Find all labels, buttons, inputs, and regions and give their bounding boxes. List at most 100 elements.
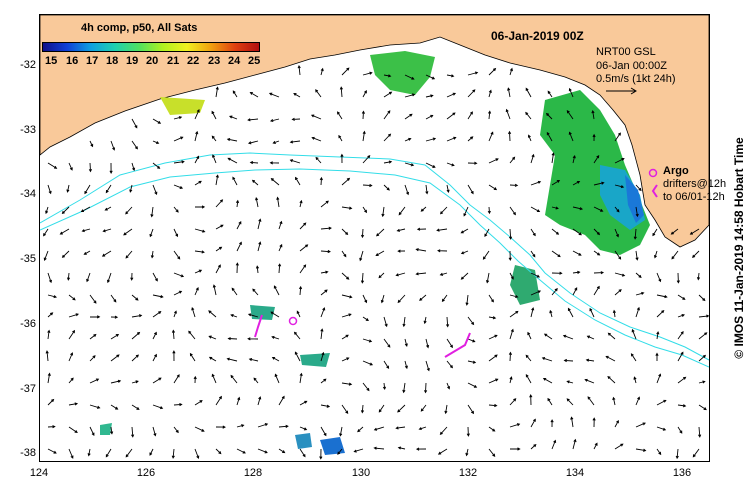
current-arrow — [397, 404, 406, 413]
current-arrow — [194, 228, 206, 233]
current-arrow — [131, 404, 140, 410]
land-mass — [40, 15, 709, 248]
current-arrow — [398, 206, 406, 216]
current-arrow — [110, 334, 120, 340]
current-arrow — [215, 174, 219, 186]
current-arrow — [418, 426, 427, 431]
current-arrow — [341, 334, 349, 340]
current-arrow — [383, 74, 392, 78]
current-arrow — [212, 154, 217, 164]
current-arrow — [404, 93, 416, 98]
current-arrow — [425, 338, 430, 349]
current-arrow — [130, 272, 134, 281]
current-arrow — [89, 378, 100, 384]
current-arrow — [631, 328, 637, 340]
current-arrow — [232, 176, 238, 186]
current-arrow — [68, 294, 76, 301]
current-arrow — [341, 357, 350, 362]
current-arrow — [572, 206, 584, 211]
current-arrow — [341, 67, 350, 76]
current-arrow — [338, 134, 343, 142]
current-arrow — [230, 374, 238, 384]
current-arrow — [572, 270, 581, 274]
y-tick-label: -38 — [20, 447, 36, 459]
sst-patch-mid-3 — [100, 423, 112, 435]
current-arrow — [315, 89, 322, 98]
current-arrow — [297, 64, 301, 76]
cb-label: 17 — [86, 55, 99, 67]
current-arrow — [397, 446, 406, 450]
current-arrow — [425, 74, 436, 80]
current-arrow — [152, 404, 164, 410]
current-arrow — [488, 67, 497, 76]
current-arrow — [460, 250, 469, 255]
current-arrow — [633, 376, 637, 384]
current-arrow — [527, 134, 532, 142]
current-arrow — [320, 200, 329, 208]
current-arrow — [551, 439, 557, 450]
current-arrow — [677, 376, 687, 384]
contour-slope — [40, 168, 709, 368]
current-arrow — [173, 116, 183, 120]
current-arrow — [530, 307, 535, 318]
current-arrow — [211, 110, 217, 120]
current-arrow — [446, 184, 450, 194]
current-arrow — [402, 316, 406, 328]
current-arrow — [361, 110, 366, 120]
current-arrow — [173, 272, 185, 278]
current-arrow — [467, 71, 479, 76]
current-arrow — [360, 272, 365, 284]
current-arrow — [467, 316, 475, 326]
current-arrow — [592, 133, 596, 142]
current-arrow — [299, 222, 307, 230]
current-arrow — [530, 180, 542, 186]
current-arrow — [509, 328, 514, 340]
current-arrow — [150, 250, 154, 259]
current-arrow — [236, 220, 242, 230]
current-arrow — [404, 360, 408, 370]
current-arrow — [110, 426, 114, 435]
current-arrow — [696, 272, 701, 281]
x-tick-label: 128 — [243, 467, 263, 479]
current-arrow — [257, 396, 262, 406]
current-arrow — [397, 294, 406, 304]
current-arrow — [341, 272, 350, 280]
current-arrow — [194, 205, 206, 209]
current-arrow — [467, 382, 478, 388]
current-arrow — [380, 294, 385, 304]
current-arrow — [635, 206, 639, 218]
current-arrow — [320, 226, 332, 230]
current-arrow — [236, 424, 245, 428]
legend-source: NRT00 GSL — [596, 46, 656, 58]
current-arrow — [572, 180, 581, 186]
cb-label: 15 — [45, 55, 58, 67]
current-arrow — [299, 400, 308, 406]
y-tick-label: -35 — [20, 253, 36, 265]
current-arrow — [551, 152, 555, 164]
current-arrow — [110, 354, 120, 362]
current-arrow — [572, 228, 582, 236]
current-arrow — [257, 448, 268, 454]
current-arrow — [373, 426, 385, 431]
current-arrow — [194, 155, 200, 164]
y-tick-label: -32 — [20, 59, 36, 71]
current-arrow — [194, 448, 200, 459]
sst-current-map[interactable] — [40, 15, 709, 461]
current-arrow — [381, 206, 385, 218]
current-arrow — [425, 137, 437, 142]
x-tick-label: 132 — [458, 467, 478, 479]
current-arrow — [131, 294, 139, 301]
current-vectors — [43, 64, 709, 460]
current-arrow — [152, 184, 158, 196]
current-arrow — [110, 404, 119, 410]
current-arrow — [593, 285, 600, 296]
current-arrow — [299, 448, 306, 458]
current-arrow — [89, 355, 96, 362]
current-arrow — [193, 375, 197, 384]
current-arrow — [362, 360, 374, 366]
current-arrow — [362, 90, 367, 98]
legend-scale: 0.5m/s (1kt 24h) — [596, 73, 676, 85]
current-arrow — [525, 87, 532, 98]
cb-label: 19 — [126, 55, 139, 67]
current-arrow — [698, 426, 702, 438]
